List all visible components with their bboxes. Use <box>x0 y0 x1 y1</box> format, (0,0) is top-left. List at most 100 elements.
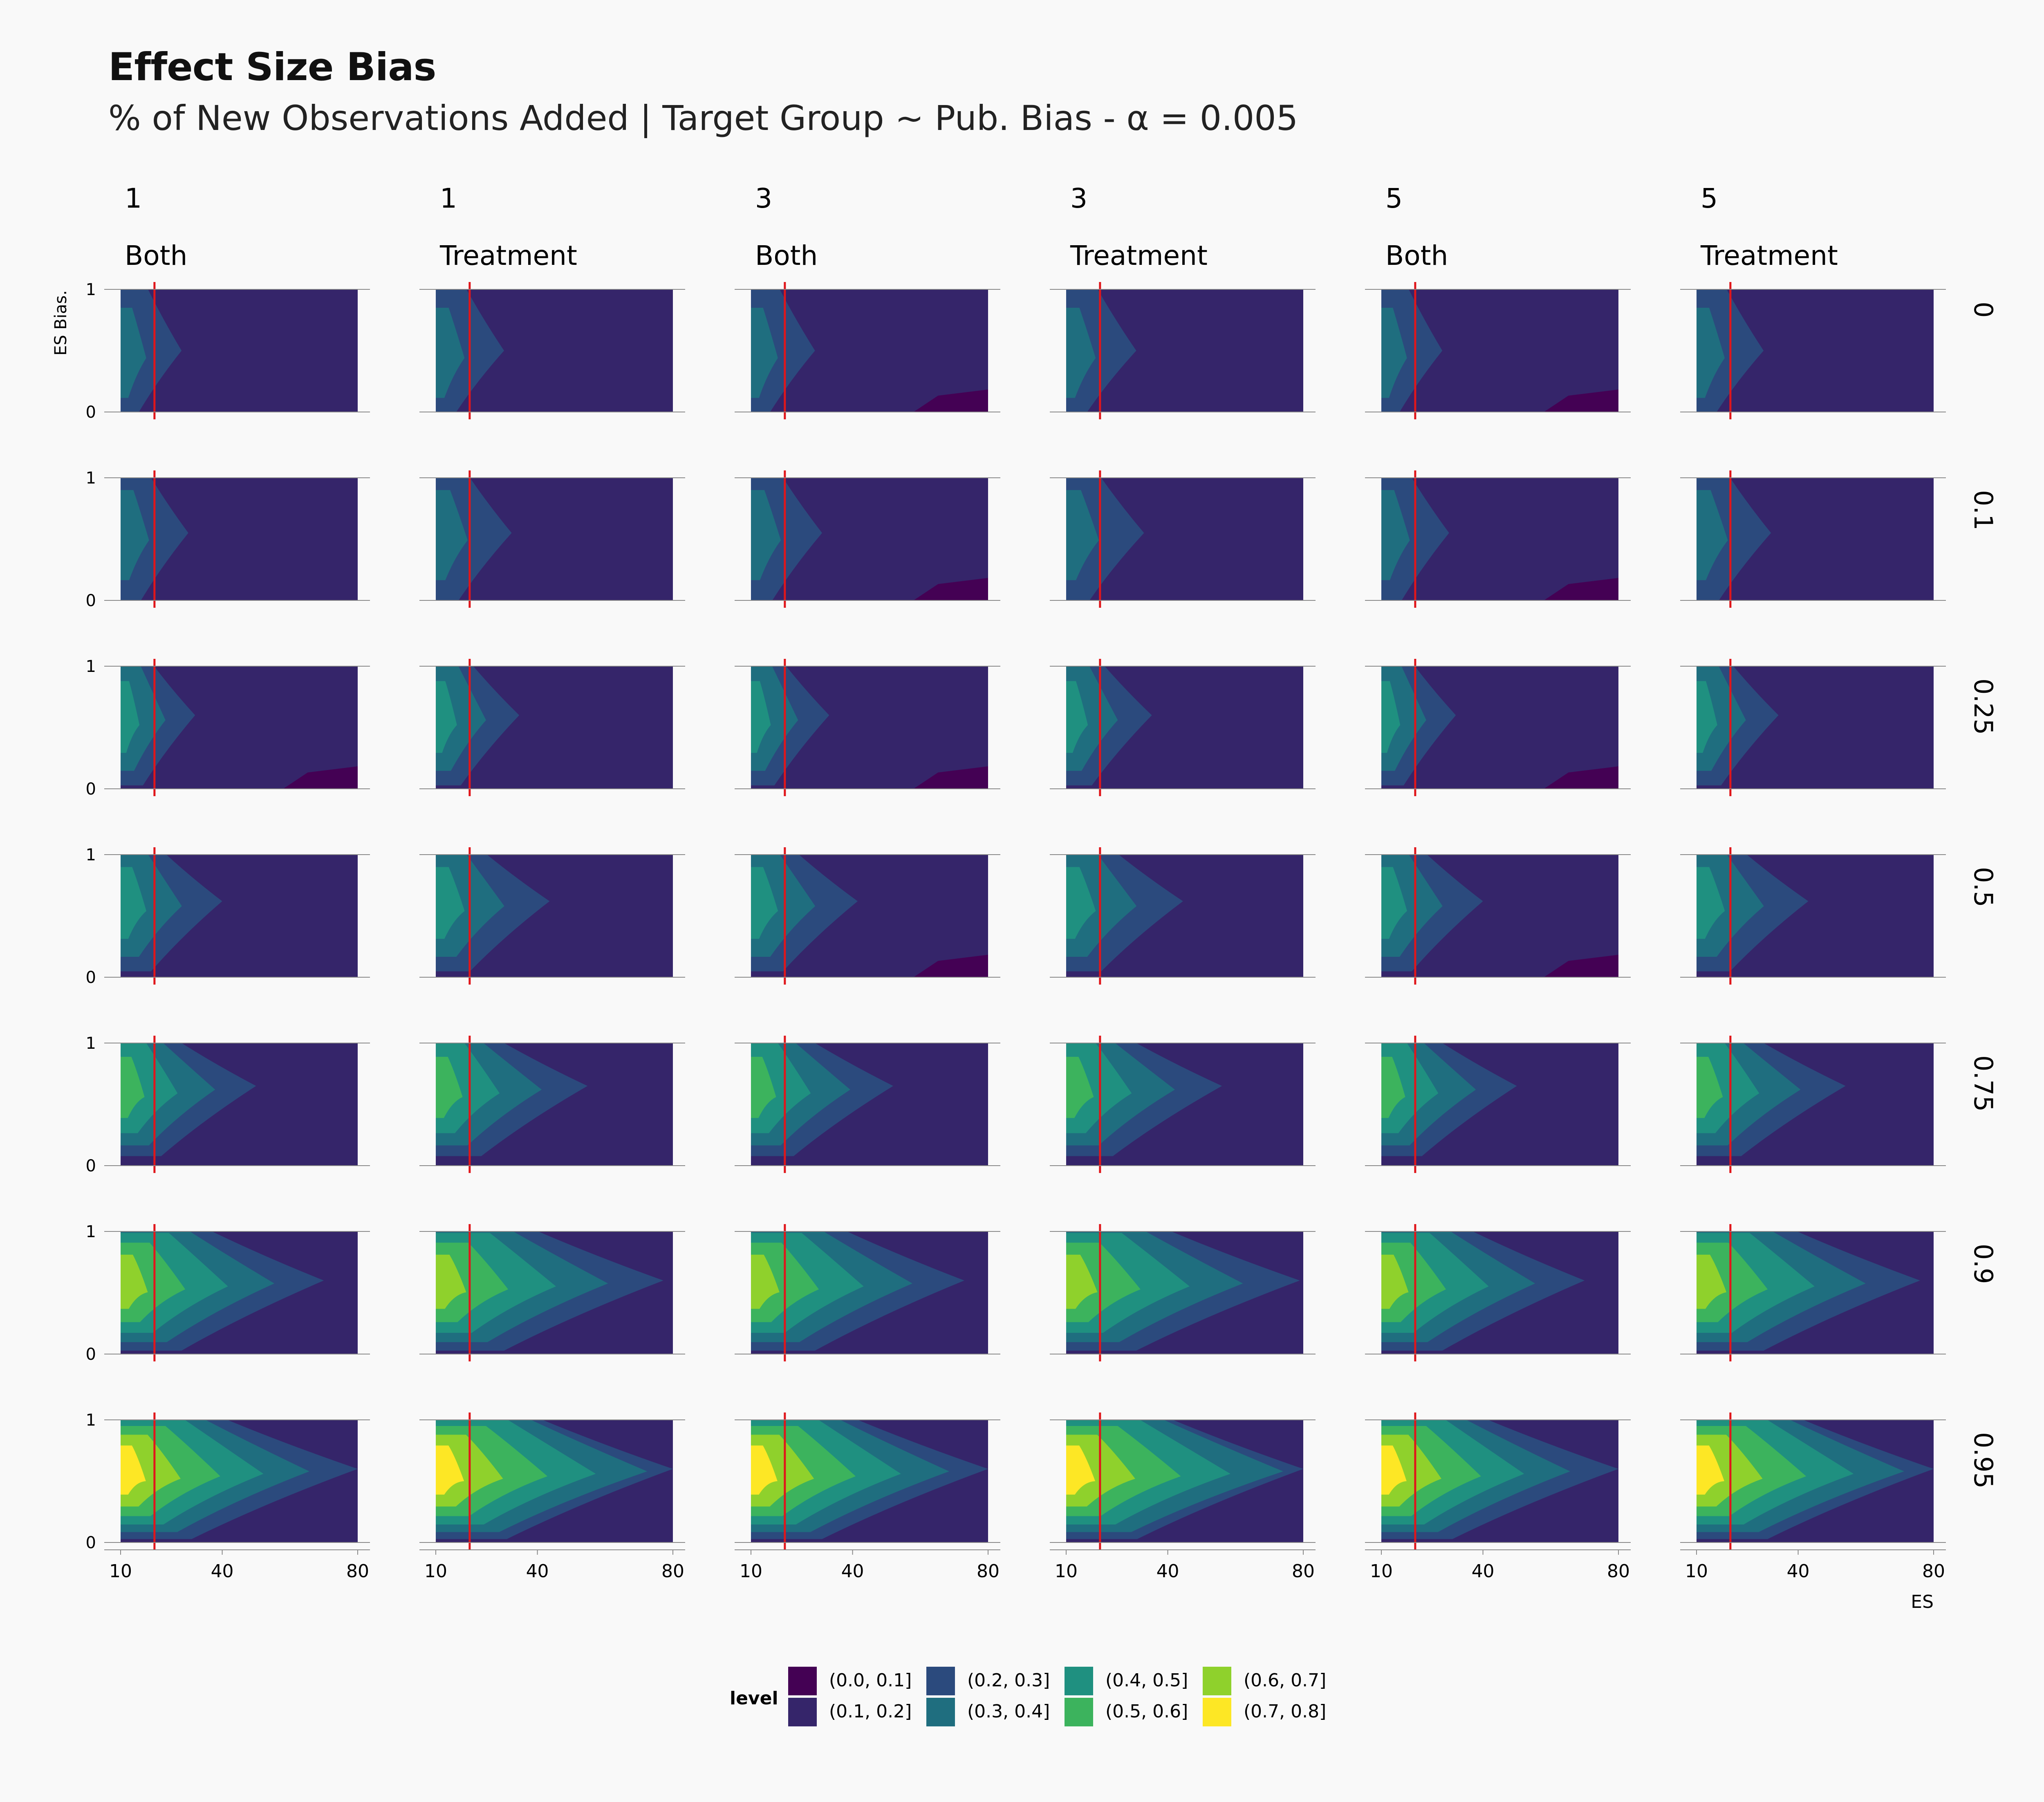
contour-band-level-4 <box>121 1043 215 1146</box>
contour-band-level-6 <box>121 1057 145 1118</box>
contour-band-level-6 <box>436 1242 509 1322</box>
contour-band-level-7 <box>1381 1435 1441 1507</box>
contour-base <box>121 855 358 977</box>
contour-band-level-5 <box>121 681 140 753</box>
contour-band-level-5 <box>1697 867 1725 939</box>
contour-band-level-5 <box>751 681 771 753</box>
contour-base <box>1066 1043 1303 1166</box>
contour-band-level-3 <box>1697 1231 1920 1351</box>
panel-r4-c5 <box>1365 847 1631 985</box>
contour-band-level-5 <box>436 681 457 753</box>
panel-r7-c3 <box>735 1412 1000 1550</box>
y-tick-label: 0 <box>86 1157 96 1175</box>
facet-row-label-1: 0 <box>1968 302 1998 318</box>
facet-col-group-5: Both <box>1385 240 1448 271</box>
contour-base <box>436 1420 673 1542</box>
contour-band-level-4 <box>436 1231 608 1342</box>
panel-r2-c5 <box>1365 470 1631 608</box>
contour-band-level-5 <box>1066 867 1096 939</box>
panel-r4-c2 <box>419 847 685 985</box>
contour-band-level-5 <box>751 1420 901 1524</box>
contour-band-level-4 <box>121 308 146 398</box>
contour-base <box>751 1231 988 1354</box>
contour-base <box>1697 478 1934 600</box>
x-tick-label: 80 <box>661 1561 684 1582</box>
contour-band-level-5 <box>1066 1043 1132 1133</box>
legend-label: (0.5, 0.6] <box>1105 1701 1188 1722</box>
contour-band-level-6 <box>436 1057 463 1118</box>
panel-r3-c4 <box>1050 659 1316 796</box>
contour-band-level-3 <box>121 1043 256 1156</box>
panel-r1-c1: 01 <box>86 280 370 422</box>
contour-band-level-1 <box>913 578 988 600</box>
contour-band-level-3 <box>1381 1043 1517 1156</box>
contour-band-level-4 <box>1697 1231 1866 1342</box>
legend-label: (0.0, 0.1] <box>829 1670 912 1691</box>
x-tick-label: 10 <box>740 1561 762 1582</box>
contour-band-level-5 <box>1066 1420 1230 1524</box>
contour-base <box>1381 1043 1618 1166</box>
contour-base <box>1381 1231 1618 1354</box>
facet-row-label-4: 0.5 <box>1968 867 1998 907</box>
legend-label: (0.1, 0.2] <box>829 1701 912 1722</box>
contour-band-level-5 <box>1381 867 1407 939</box>
contour-band-level-7 <box>751 1435 814 1507</box>
contour-band-level-4 <box>436 1043 542 1146</box>
contour-base <box>1697 855 1934 977</box>
contour-band-level-5 <box>1697 1420 1854 1524</box>
y-tick-label: 1 <box>86 1034 96 1053</box>
contour-base <box>1697 289 1934 412</box>
contour-band-level-4 <box>436 490 468 580</box>
contour-base <box>121 666 358 789</box>
contour-band-level-4 <box>436 666 486 771</box>
legend-label: (0.4, 0.5] <box>1105 1670 1188 1691</box>
legend-label: (0.6, 0.7] <box>1244 1670 1326 1691</box>
legend-label: (0.3, 0.4] <box>967 1701 1050 1722</box>
contour-band-level-1 <box>913 766 988 789</box>
contour-band-level-8 <box>436 1445 464 1495</box>
facet-col-number-4: 3 <box>1070 183 1087 214</box>
contour-band-level-4 <box>751 855 816 957</box>
contour-base <box>436 1231 673 1354</box>
contour-band-level-4 <box>751 1043 850 1146</box>
contour-band-level-4 <box>751 308 778 398</box>
facet-col-group-1: Both <box>125 240 187 271</box>
contour-band-level-8 <box>751 1445 778 1495</box>
contour-band-level-7 <box>121 1254 148 1309</box>
contour-band-level-5 <box>121 867 146 939</box>
contour-band-level-4 <box>436 855 504 957</box>
contour-band-level-5 <box>1381 1043 1439 1133</box>
y-tick-label: 0 <box>86 968 96 987</box>
contour-band-level-6 <box>751 1057 776 1118</box>
contour-base <box>1381 1420 1618 1542</box>
contour-band-level-3 <box>436 1043 588 1156</box>
x-tick-label: 10 <box>109 1561 132 1582</box>
y-tick-label: 1 <box>86 1222 96 1241</box>
contour-base <box>1066 1420 1303 1542</box>
contour-base <box>436 478 673 600</box>
contour-band-level-4 <box>751 1420 949 1532</box>
contour-band-level-4 <box>1066 308 1096 398</box>
contour-band-level-4 <box>1381 490 1410 580</box>
chart-subtitle: % of New Observations Added | Target Gro… <box>108 98 1298 138</box>
x-tick-label: 40 <box>1472 1561 1495 1582</box>
panel-r7-c2 <box>419 1412 685 1550</box>
contour-band-level-4 <box>1697 855 1764 957</box>
contour-band-level-6 <box>1381 1426 1481 1516</box>
contour-band-level-5 <box>751 1043 811 1133</box>
panel-r2-c1: 01 <box>86 469 370 610</box>
contour-band-level-5 <box>1381 1233 1489 1333</box>
contour-band-level-3 <box>1381 1231 1585 1351</box>
x-tick-label: 80 <box>977 1561 1000 1582</box>
contour-band-level-4 <box>1697 666 1746 771</box>
panel-r7-c1: 01 <box>86 1411 370 1552</box>
contour-band-level-6 <box>1381 1242 1446 1322</box>
x-tick-label: 40 <box>1787 1561 1810 1582</box>
contour-band-level-7 <box>1697 1435 1763 1507</box>
contour-band-level-5 <box>436 1420 596 1524</box>
contour-band-level-1 <box>1544 578 1618 600</box>
contour-band-level-3 <box>436 478 512 600</box>
contour-band-level-4 <box>121 490 149 580</box>
contour-band-level-3 <box>751 478 822 600</box>
